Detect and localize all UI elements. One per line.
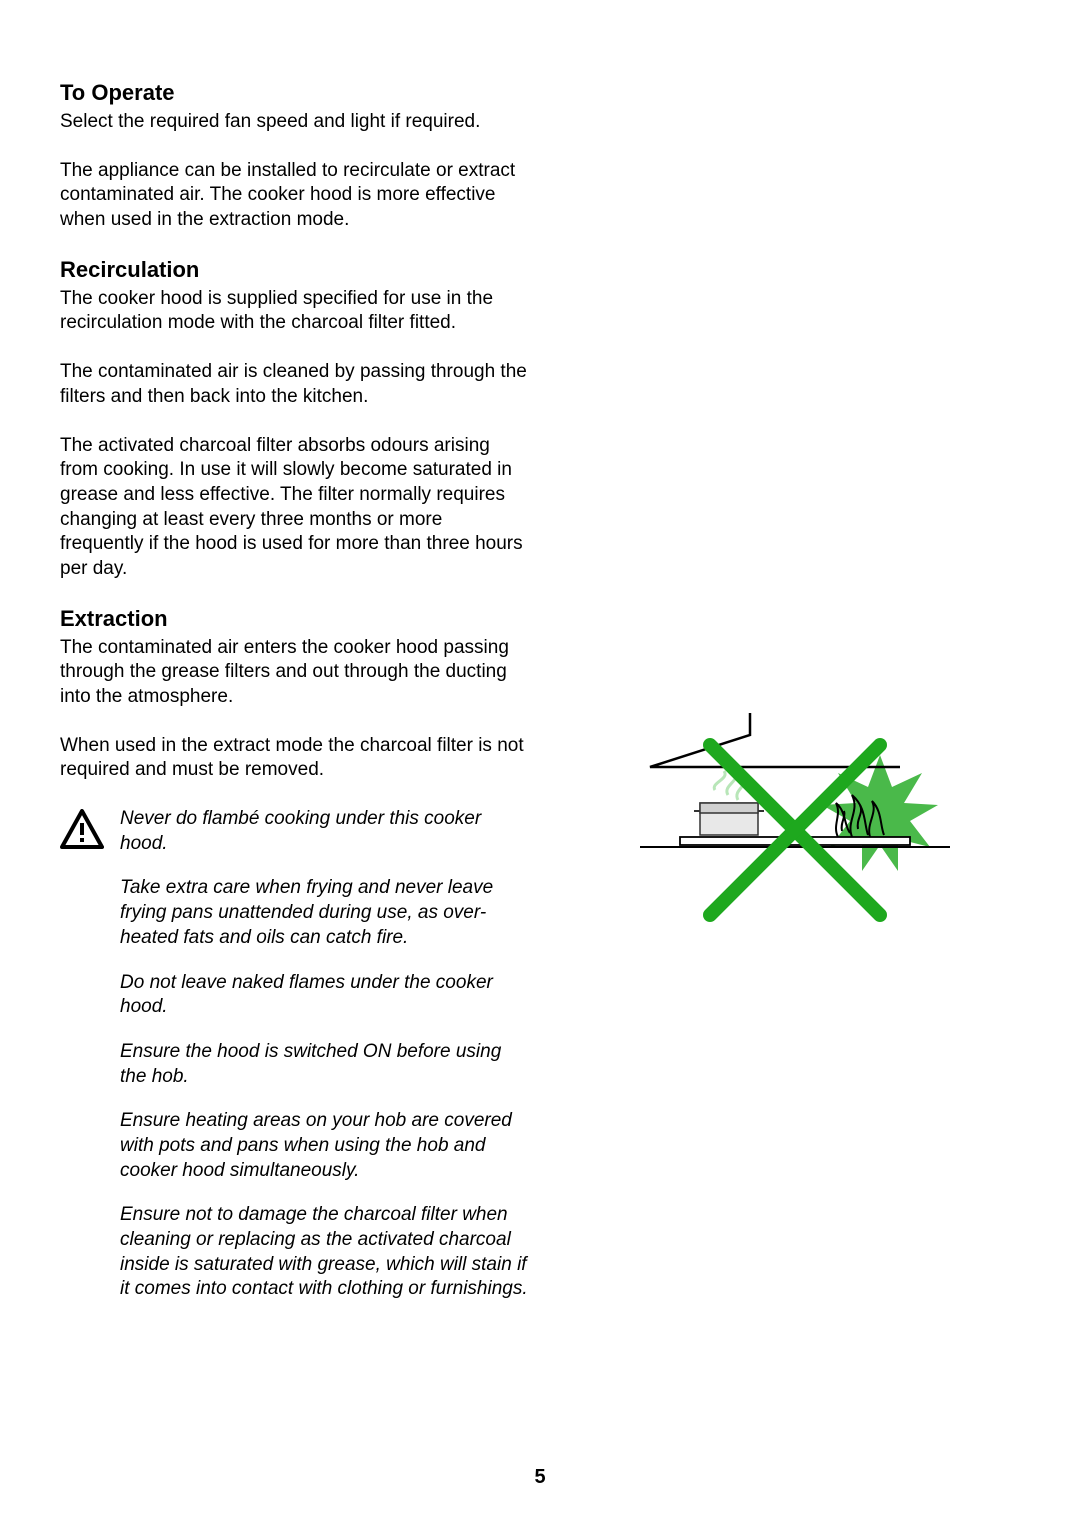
page-number: 5: [534, 1466, 545, 1489]
operate-p2: The appliance can be installed to recirc…: [60, 159, 530, 233]
warning-w4: Ensure the hood is switched ON before us…: [120, 1040, 530, 1089]
operate-heading: To Operate: [60, 80, 530, 106]
recirculation-heading: Recirculation: [60, 257, 530, 283]
warning-w2: Take extra care when frying and never le…: [120, 876, 530, 950]
warning-triangle-icon: [60, 809, 104, 849]
extraction-heading: Extraction: [60, 606, 530, 632]
recirculation-p3: The activated charcoal filter absorbs od…: [60, 434, 530, 582]
extraction-p2: When used in the extract mode the charco…: [60, 734, 530, 783]
recirculation-p2: The contaminated air is cleaned by passi…: [60, 360, 530, 409]
main-text-column: To Operate Select the required fan speed…: [60, 80, 530, 1322]
extraction-p1: The contaminated air enters the cooker h…: [60, 636, 530, 710]
warning-w6: Ensure not to damage the charcoal filter…: [120, 1203, 530, 1302]
warning-section: Never do flambé cooking under this cooke…: [60, 807, 530, 1322]
warning-w1: Never do flambé cooking under this cooke…: [120, 807, 530, 856]
cooker-hood-flame-illustration: [620, 695, 980, 955]
operate-p1: Select the required fan speed and light …: [60, 110, 530, 135]
warning-w5: Ensure heating areas on your hob are cov…: [120, 1109, 530, 1183]
warning-text-block: Never do flambé cooking under this cooke…: [120, 807, 530, 1322]
warning-w3: Do not leave naked flames under the cook…: [120, 971, 530, 1020]
recirculation-p1: The cooker hood is supplied specified fo…: [60, 287, 530, 336]
